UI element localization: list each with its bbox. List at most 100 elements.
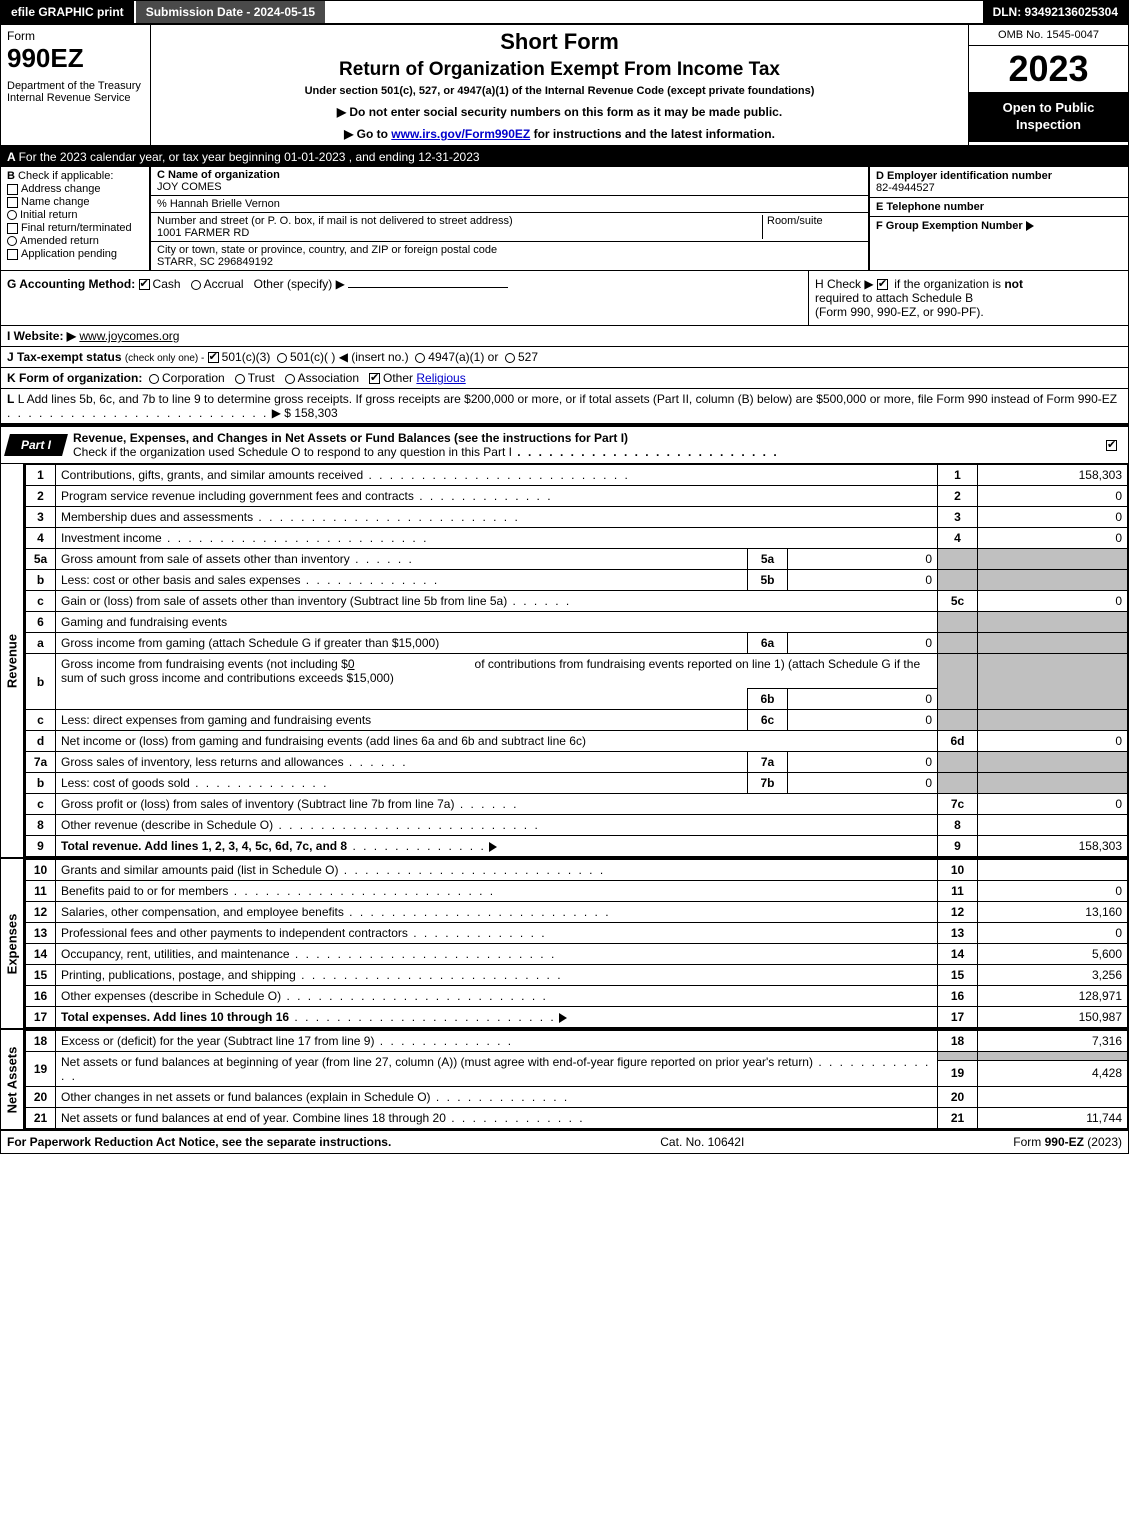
city-label: City or town, state or province, country… xyxy=(157,244,497,256)
checkbox-checked-icon xyxy=(1106,440,1117,451)
check-amended-return[interactable]: Amended return xyxy=(7,235,143,247)
check-label: Final return/terminated xyxy=(21,222,132,234)
header-right: OMB No. 1545-0047 2023 Open to Public In… xyxy=(968,25,1128,145)
dots xyxy=(7,406,268,420)
radio-icon[interactable] xyxy=(505,353,515,363)
check-initial-return[interactable]: Initial return xyxy=(7,209,143,221)
radio-icon[interactable] xyxy=(277,353,287,363)
line-amount: 13,160 xyxy=(978,902,1128,923)
radio-icon[interactable] xyxy=(235,374,245,384)
net-assets-side-label: Net Assets xyxy=(1,1030,25,1129)
j-opt2: 501(c)( ) ◀ (insert no.) xyxy=(290,350,409,364)
part-i-tab: Part I xyxy=(4,434,68,456)
i-label: I Website: ▶ xyxy=(7,329,76,343)
shaded-cell xyxy=(978,752,1128,773)
form-page: efile GRAPHIC print Submission Date - 20… xyxy=(0,0,1129,1154)
line-desc: Net income or (loss) from gaming and fun… xyxy=(56,731,938,752)
topbar-filler xyxy=(327,1,982,23)
checkbox-checked-icon[interactable] xyxy=(369,373,380,384)
header-left: Form 990EZ Department of the Treasury In… xyxy=(1,25,151,145)
line-ref: 4 xyxy=(938,528,978,549)
submission-date-button[interactable]: Submission Date - 2024-05-15 xyxy=(136,1,327,23)
check-final-return[interactable]: Final return/terminated xyxy=(7,222,143,234)
line-num: 10 xyxy=(26,860,56,881)
line-desc: Gross income from gaming (attach Schedul… xyxy=(56,633,748,654)
line-desc: Grants and similar amounts paid (list in… xyxy=(56,860,938,881)
part-i-checkbox[interactable] xyxy=(1098,438,1128,452)
table-row: 8Other revenue (describe in Schedule O)8 xyxy=(26,815,1128,836)
k-other-value[interactable]: Religious xyxy=(416,371,465,385)
footer-left: For Paperwork Reduction Act Notice, see … xyxy=(7,1135,391,1149)
subtitle: Under section 501(c), 527, or 4947(a)(1)… xyxy=(157,85,962,97)
line-ref: 8 xyxy=(938,815,978,836)
line-num: 19 xyxy=(26,1052,56,1087)
line-ref: 17 xyxy=(938,1007,978,1028)
table-row: 19Net assets or fund balances at beginni… xyxy=(26,1052,1128,1061)
line-num: 17 xyxy=(26,1007,56,1028)
radio-icon[interactable] xyxy=(285,374,295,384)
line-amount: 0 xyxy=(978,794,1128,815)
shaded-cell xyxy=(938,612,978,633)
sub-value: 0 xyxy=(788,570,938,591)
checkbox-icon xyxy=(7,197,18,208)
check-application-pending[interactable]: Application pending xyxy=(7,248,143,260)
form-word: Form xyxy=(7,29,144,43)
checkbox-checked-icon[interactable] xyxy=(208,352,219,363)
checkbox-checked-icon[interactable] xyxy=(877,279,888,290)
g-other-input[interactable] xyxy=(348,287,508,288)
section-g: G Accounting Method: Cash Accrual Other … xyxy=(1,271,808,325)
line-num: 6 xyxy=(26,612,56,633)
line-num: b xyxy=(26,654,56,710)
line-ref: 16 xyxy=(938,986,978,1007)
line-ref: 2 xyxy=(938,486,978,507)
line-ref: 12 xyxy=(938,902,978,923)
shaded-cell xyxy=(938,633,978,654)
section-j: J Tax-exempt status (check only one) - 5… xyxy=(1,347,1128,368)
line-desc: Total revenue. Add lines 1, 2, 3, 4, 5c,… xyxy=(56,836,938,857)
line-ref: 19 xyxy=(938,1060,978,1086)
line-desc: Less: direct expenses from gaming and fu… xyxy=(56,710,748,731)
line-ref: 6d xyxy=(938,731,978,752)
section-de: D Employer identification number 82-4944… xyxy=(868,167,1128,270)
checkbox-checked-icon[interactable] xyxy=(139,279,150,290)
shaded-cell xyxy=(978,570,1128,591)
h-text1: H Check ▶ xyxy=(815,277,874,291)
line-num: 20 xyxy=(26,1087,56,1108)
j-opt1: 501(c)(3) xyxy=(222,350,271,364)
efile-print-button[interactable]: efile GRAPHIC print xyxy=(1,1,136,23)
radio-icon[interactable] xyxy=(149,374,159,384)
line-desc: Less: cost or other basis and sales expe… xyxy=(56,570,748,591)
line-amount: 11,744 xyxy=(978,1108,1128,1129)
expenses-table: 10Grants and similar amounts paid (list … xyxy=(25,859,1128,1028)
website-value[interactable]: www.joycomes.org xyxy=(79,329,179,343)
line-num: 12 xyxy=(26,902,56,923)
net-assets-section: Net Assets 18Excess or (deficit) for the… xyxy=(1,1030,1128,1129)
city-value: STARR, SC 296849192 xyxy=(157,256,273,268)
line-num: 7a xyxy=(26,752,56,773)
line-amount: 0 xyxy=(978,486,1128,507)
line-amount xyxy=(978,860,1128,881)
line-ref: 3 xyxy=(938,507,978,528)
part-i-tab-text: Part I xyxy=(21,438,51,452)
check-name-change[interactable]: Name change xyxy=(7,196,143,208)
h-not: not xyxy=(1004,277,1023,291)
revenue-side-label: Revenue xyxy=(1,464,25,857)
line-ref: 10 xyxy=(938,860,978,881)
expenses-content: 10Grants and similar amounts paid (list … xyxy=(25,859,1128,1028)
line-desc: Gross amount from sale of assets other t… xyxy=(56,549,748,570)
instr2-post: for instructions and the latest informat… xyxy=(530,127,775,141)
radio-icon[interactable] xyxy=(191,280,201,290)
table-row: 3Membership dues and assessments30 xyxy=(26,507,1128,528)
page-footer: For Paperwork Reduction Act Notice, see … xyxy=(1,1129,1128,1153)
table-row: 20Other changes in net assets or fund ba… xyxy=(26,1087,1128,1108)
line-desc: Excess or (deficit) for the year (Subtra… xyxy=(56,1031,938,1052)
radio-icon[interactable] xyxy=(415,353,425,363)
table-row: 17Total expenses. Add lines 10 through 1… xyxy=(26,1007,1128,1028)
shaded-cell xyxy=(978,612,1128,633)
department-label: Department of the Treasury Internal Reve… xyxy=(7,80,144,104)
check-address-change[interactable]: Address change xyxy=(7,183,143,195)
sub-label: 6b xyxy=(748,689,788,710)
line-desc: Professional fees and other payments to … xyxy=(56,923,938,944)
irs-link[interactable]: www.irs.gov/Form990EZ xyxy=(391,127,530,141)
line-amount: 5,600 xyxy=(978,944,1128,965)
